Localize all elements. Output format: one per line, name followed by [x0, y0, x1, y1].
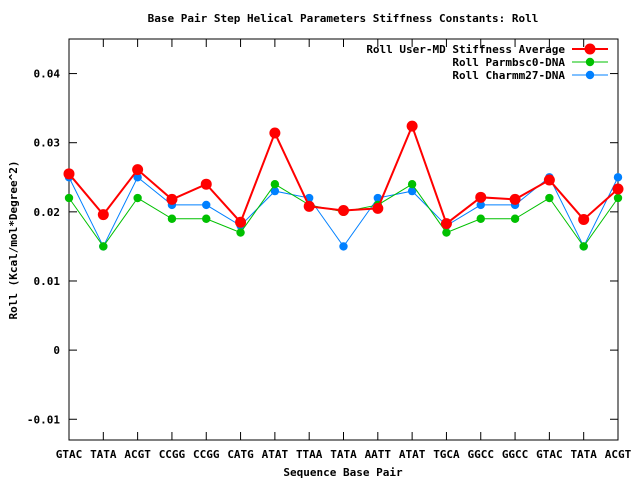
data-point [476, 214, 485, 223]
data-point [613, 173, 623, 182]
data-point [64, 193, 74, 203]
x-tick-label: CATG [227, 448, 254, 461]
data-point [545, 193, 554, 203]
x-tick-label: TATA [330, 448, 357, 461]
y-axis: -0.01 0 0.01 0.02 0.03 0.04 [27, 68, 618, 426]
data-point [543, 174, 555, 186]
x-tick-label: ATAT [262, 448, 289, 461]
data-point [372, 202, 384, 214]
data-point [133, 193, 142, 203]
x-tick-label: TATA [90, 448, 117, 461]
x-axis-label: Sequence Base Pair [283, 466, 403, 479]
x-axis: GTAC TATA ACGT CCGG CCGG CATG ATAT TTAA TATA AATT… [56, 39, 632, 461]
y-axis-label: Roll (Kcal/mol*Degree^2) [7, 161, 20, 320]
legend-marker [585, 57, 595, 67]
data-point [202, 200, 211, 210]
x-tick-label: CCGG [193, 448, 220, 461]
data-point [338, 204, 349, 216]
y-tick-label: 0.04 [34, 68, 61, 81]
legend-label: Roll Charmm27-DNA [452, 69, 565, 82]
data-point [440, 218, 452, 230]
data-point [509, 193, 521, 205]
y-tick-label: -0.01 [27, 413, 60, 426]
data-point [373, 193, 383, 203]
data-point [200, 178, 212, 190]
data-point [442, 228, 451, 237]
data-point [202, 214, 211, 223]
x-tick-label: TATA [570, 448, 597, 461]
data-point [63, 168, 75, 180]
legend-marker [585, 70, 595, 80]
data-point [407, 179, 417, 189]
data-point [99, 242, 108, 251]
series-layer [63, 120, 624, 251]
data-point [579, 242, 588, 251]
x-tick-label: AATT [365, 448, 392, 461]
x-tick-label: CCGG [159, 448, 186, 461]
x-tick-label: TTAA [296, 448, 323, 461]
x-tick-label: GGCC [502, 448, 529, 461]
legend-label: Roll Parmbsc0-DNA [452, 56, 565, 69]
data-point [613, 193, 623, 203]
data-point [476, 200, 485, 210]
data-point [510, 214, 520, 223]
data-point [235, 216, 247, 228]
data-point [406, 120, 418, 132]
legend-marker [584, 43, 596, 55]
data-point [167, 214, 177, 223]
data-point [475, 191, 487, 203]
data-point [166, 193, 178, 205]
data-point [133, 173, 142, 182]
x-tick-label: GGCC [468, 448, 495, 461]
y-tick-label: 0 [53, 344, 60, 357]
data-point [578, 213, 590, 225]
x-tick-label: TGCA [433, 448, 460, 461]
chart-title: Base Pair Step Helical Parameters Stiffn… [148, 12, 539, 25]
legend-label: Roll User-MD Stiffness Average [366, 43, 565, 56]
x-tick-label: ACGT [124, 448, 151, 461]
y-tick-label: 0.03 [34, 137, 61, 150]
x-tick-label: GTAC [56, 448, 83, 461]
data-point [612, 183, 624, 195]
data-point [269, 127, 281, 139]
data-point [270, 179, 280, 189]
data-point [97, 209, 109, 221]
data-point [270, 186, 280, 196]
x-tick-label: ATAT [399, 448, 426, 461]
y-tick-label: 0.01 [34, 275, 61, 288]
data-point [303, 200, 315, 212]
data-point [132, 164, 144, 176]
data-point [339, 242, 348, 251]
x-tick-label: GTAC [536, 448, 563, 461]
plot-area-frame [68, 38, 619, 441]
data-point [407, 186, 417, 196]
y-tick-label: 0.02 [34, 206, 61, 219]
series-1 [63, 120, 624, 230]
data-point [236, 228, 245, 237]
x-tick-label: ACGT [605, 448, 632, 461]
